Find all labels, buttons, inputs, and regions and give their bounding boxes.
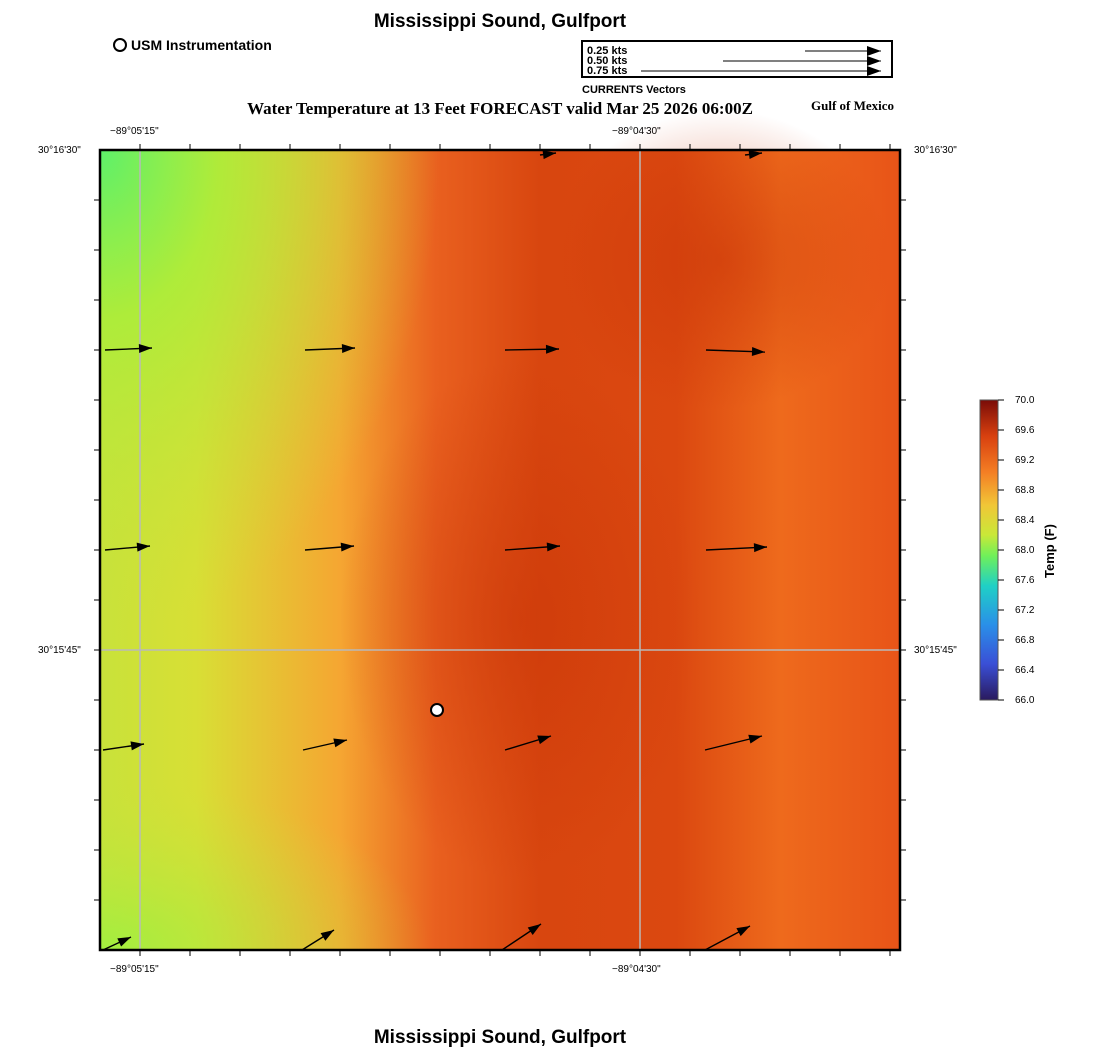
vector-legend-label: 0.75 kts (587, 65, 628, 77)
current-arrow-icon (304, 344, 356, 354)
colorbar-tick-label: 67.6 (1015, 575, 1035, 586)
colorbar-tick-label: 70.0 (1015, 395, 1035, 406)
colorbar-tick-label: 68.4 (1015, 515, 1035, 526)
vector-legend-label: 0.25 kts (587, 45, 628, 57)
usm-legend-label: USM Instrumentation (131, 37, 272, 53)
colorbar-tick-label: 66.0 (1015, 695, 1035, 706)
legend-arrow-icon (641, 66, 881, 76)
vector-legend-caption: CURRENTS Vectors (582, 84, 686, 96)
current-arrow-icon (301, 929, 335, 951)
vector-legend-label: 0.50 kts (587, 55, 628, 67)
map-title: Water Temperature at 13 Feet FORECAST va… (247, 99, 753, 118)
lat-tick-label: 30°15'45" (914, 645, 957, 656)
colorbar-tick-label: 67.2 (1015, 605, 1035, 616)
current-arrow-icon (504, 735, 552, 751)
temperature-field (100, 110, 900, 950)
lat-tick-label: 30°15'45" (38, 645, 81, 656)
usm-station-marker (430, 703, 444, 717)
lat-tick-label: 30°16'30" (914, 145, 957, 156)
colorbar-tick-label: 68.8 (1015, 485, 1035, 496)
current-arrow-icon (504, 542, 561, 552)
page-title: Mississippi Sound, Gulfport (373, 11, 627, 32)
lon-tick-label: −89°04'30" (612, 964, 661, 975)
colorbar-tick-label: 68.0 (1015, 545, 1035, 556)
colorbar-tick-label: 66.8 (1015, 635, 1035, 646)
vector-legend-arrows (641, 46, 881, 76)
legend-arrow-icon (805, 46, 881, 56)
current-arrow-icon (705, 543, 768, 553)
lon-tick-label: −89°05'15" (110, 126, 159, 137)
current-arrow-icon (302, 738, 348, 751)
current-arrow-icon (104, 344, 153, 354)
usm-legend: USM Instrumentation (113, 37, 272, 53)
colorbar-title: Temp (F) (1042, 524, 1057, 578)
current-arrow-icon (705, 347, 766, 357)
current-arrow-icon (102, 741, 145, 751)
lat-tick-label: 30°16'30" (38, 145, 81, 156)
colorbar (979, 399, 1004, 701)
current-arrow-icon (304, 542, 355, 552)
current-arrow-icon (102, 936, 132, 951)
current-arrow-icon (104, 542, 151, 552)
region-label: Gulf of Mexico (811, 98, 895, 113)
current-arrow-icon (539, 150, 557, 160)
colorbar-tick-label: 69.2 (1015, 455, 1035, 466)
colorbar-tick-label: 69.6 (1015, 425, 1035, 436)
colorbar-ramp (979, 399, 999, 701)
current-vectors (102, 150, 768, 951)
lon-tick-label: −89°05'15" (110, 964, 159, 975)
station-marker-icon (113, 38, 127, 52)
map-frame (94, 144, 906, 956)
colorbar-tick-label: 66.4 (1015, 665, 1035, 676)
current-arrow-icon (704, 734, 763, 751)
legend-arrow-icon (723, 56, 881, 66)
page-footer-title: Mississippi Sound, Gulfport (373, 1027, 627, 1048)
current-arrow-icon (744, 150, 763, 159)
current-arrow-icon (501, 923, 542, 951)
vector-legend-box: 0.25 kts 0.50 kts 0.75 kts (581, 40, 893, 78)
current-arrow-icon (504, 344, 560, 354)
current-arrow-icon (704, 925, 751, 951)
